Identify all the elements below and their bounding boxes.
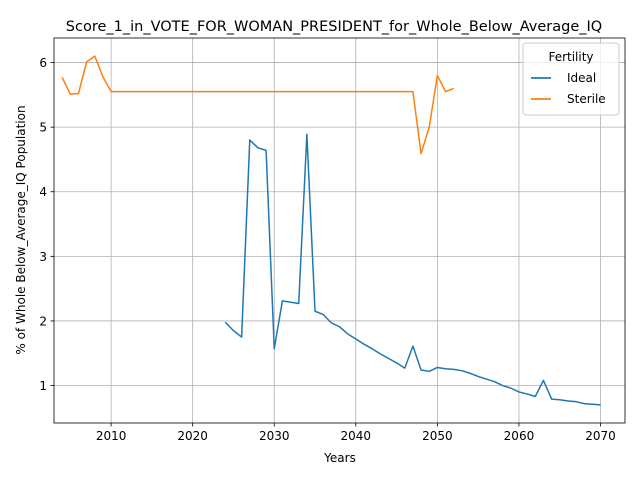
x-tick-label-2070: 2070 xyxy=(585,429,616,443)
legend-title: Fertility xyxy=(548,50,593,64)
plot-frame xyxy=(53,37,626,424)
series-lines xyxy=(61,55,601,406)
x-tick-label-2040: 2040 xyxy=(341,429,372,443)
x-tick-label-2010: 2010 xyxy=(96,429,127,443)
legend-label-ideal: Ideal xyxy=(567,71,596,85)
chart-title: Score_1_in_VOTE_FOR_WOMAN_PRESIDENT_for_… xyxy=(66,19,602,35)
x-tick-label-2060: 2060 xyxy=(504,429,535,443)
x-tick-label-2020: 2020 xyxy=(177,429,208,443)
y-tick-label-5: 5 xyxy=(39,121,47,135)
grid xyxy=(54,38,625,423)
y-tick-label-1: 1 xyxy=(39,379,47,393)
x-axis-label: Years xyxy=(323,451,356,465)
y-tick-label-3: 3 xyxy=(39,250,47,264)
y-axis-label: % of Whole Below_Average_IQ Population xyxy=(14,105,28,354)
y-axis-ticks: 1 2 3 4 5 6 xyxy=(39,56,54,393)
y-tick-label-2: 2 xyxy=(39,314,47,328)
x-axis-ticks: 2010 2020 2030 2040 2050 2060 2070 xyxy=(96,423,616,443)
legend: Fertility Ideal Sterile xyxy=(522,42,620,116)
series-line-sterile xyxy=(61,55,454,155)
legend-box xyxy=(522,42,620,116)
y-tick-label-6: 6 xyxy=(39,56,47,70)
y-tick-label-4: 4 xyxy=(39,185,47,199)
legend-label-sterile: Sterile xyxy=(567,92,606,106)
x-tick-label-2050: 2050 xyxy=(422,429,453,443)
x-tick-label-2030: 2030 xyxy=(259,429,290,443)
series-line-ideal xyxy=(224,133,601,406)
